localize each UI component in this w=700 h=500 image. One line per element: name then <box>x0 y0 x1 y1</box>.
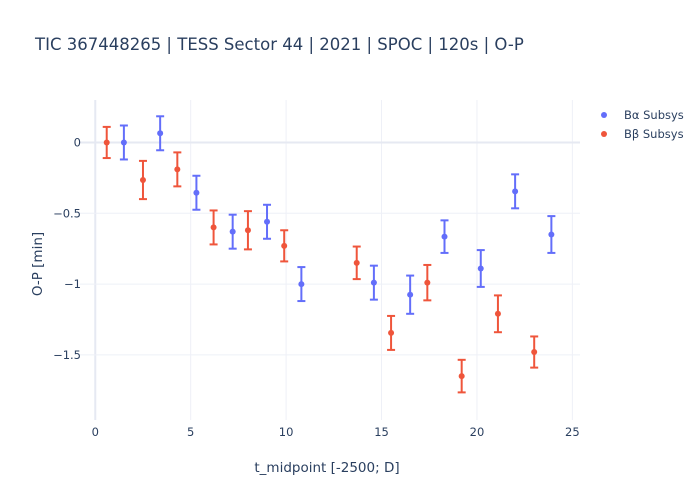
x-tick-label: 5 <box>187 425 194 439</box>
tick-labels: 0 5 10 15 20 25 0 −0.5 −1 −1.5 <box>53 135 580 439</box>
data-point <box>531 349 538 356</box>
data-point <box>264 218 271 225</box>
data-point <box>441 233 448 240</box>
legend-marker <box>601 112 607 118</box>
data-point <box>548 231 555 238</box>
data-point <box>193 189 200 196</box>
data-point <box>370 279 377 286</box>
series-group <box>102 125 539 394</box>
data-point <box>458 373 465 380</box>
x-tick-label: 25 <box>565 425 580 439</box>
y-axis-title: O-P [min] <box>30 232 46 296</box>
legend-item-label: Bβ Subsys <box>624 127 684 141</box>
x-axis-title: t_midpoint [-2500; D] <box>254 460 399 476</box>
data-point <box>407 291 414 298</box>
plot-area <box>102 115 556 394</box>
y-tick-label: −0.5 <box>53 206 81 220</box>
data-point <box>424 279 431 286</box>
data-point <box>298 281 305 288</box>
x-tick-label: 10 <box>279 425 294 439</box>
data-point <box>157 130 164 137</box>
legend-item-label: Bα Subsys <box>624 108 684 122</box>
data-point <box>103 139 110 146</box>
grid <box>80 100 580 420</box>
data-point <box>477 265 484 272</box>
data-point <box>281 242 288 249</box>
data-point <box>139 177 146 183</box>
legend-marker <box>601 131 607 137</box>
x-tick-label: 20 <box>470 425 485 439</box>
y-tick-label: 0 <box>74 135 81 149</box>
y-tick-label: −1.5 <box>53 348 81 362</box>
data-point <box>244 227 251 234</box>
x-tick-label: 0 <box>92 425 99 439</box>
data-point <box>494 310 501 317</box>
y-tick-label: −1 <box>64 277 81 291</box>
chart-title: TIC 367448265 | TESS Sector 44 | 2021 | … <box>34 35 524 54</box>
data-point <box>210 224 217 231</box>
data-point <box>512 188 519 195</box>
data-point <box>388 329 395 336</box>
x-tick-label: 15 <box>374 425 389 439</box>
series-group <box>119 115 556 315</box>
data-point <box>174 166 181 173</box>
data-point <box>229 228 236 235</box>
data-point <box>353 259 360 266</box>
data-point <box>120 139 127 146</box>
legend: Bα Subsys Bβ Subsys <box>601 108 684 141</box>
